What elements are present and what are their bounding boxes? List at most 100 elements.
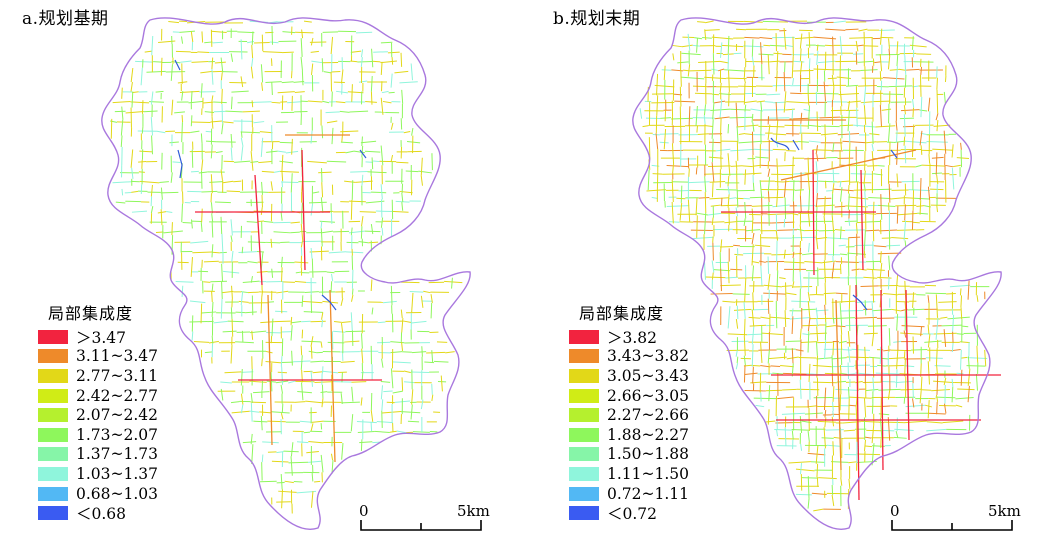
road-segment	[949, 284, 971, 288]
road-segment	[260, 207, 263, 216]
road-segment	[230, 219, 233, 236]
road-segment	[389, 430, 397, 433]
road-segment	[281, 403, 284, 414]
road-segment	[850, 173, 874, 175]
road-segment	[888, 183, 891, 203]
road-segment	[671, 69, 684, 72]
road-segment	[936, 89, 939, 114]
road-segment	[966, 365, 986, 367]
road-segment	[231, 318, 234, 337]
road-segment	[743, 318, 746, 336]
scale-zero-label: 0	[359, 502, 369, 520]
road-segment	[290, 173, 293, 193]
road-segment	[832, 317, 835, 324]
road-segment	[887, 55, 891, 70]
road-segment	[277, 150, 286, 153]
road-segment	[656, 95, 659, 116]
road-segment	[786, 101, 808, 104]
road-segment	[791, 429, 810, 431]
road-segment	[820, 132, 838, 136]
road-segment	[824, 282, 827, 305]
road-segment	[663, 128, 667, 150]
road-segment	[290, 316, 293, 326]
road-segment	[296, 441, 309, 444]
legend-item: 3.43~3.82	[569, 347, 689, 367]
road-segment	[220, 57, 224, 73]
road-segment	[724, 221, 737, 224]
road-segment	[211, 301, 214, 317]
road-segment	[712, 53, 715, 75]
road-segment	[799, 33, 803, 49]
road-segment	[785, 340, 802, 343]
road-segment	[856, 107, 858, 127]
road-segment	[765, 420, 776, 423]
road-segment	[799, 188, 802, 196]
road-segment	[274, 320, 291, 323]
road-segment	[896, 212, 918, 216]
road-segment	[936, 348, 938, 364]
road-segment	[321, 125, 324, 139]
road-segment	[823, 196, 826, 216]
road-segment	[280, 356, 283, 367]
road-segment	[212, 251, 220, 254]
road-segment	[752, 155, 755, 176]
water-feature	[792, 139, 800, 151]
road-segment	[816, 355, 819, 378]
road-segment	[848, 398, 850, 420]
road-segment	[751, 344, 754, 367]
road-segment	[788, 461, 811, 464]
road-segment	[200, 133, 203, 144]
road-segment	[927, 186, 931, 201]
road-segment	[735, 319, 739, 329]
road-segment	[671, 179, 674, 203]
road-segment	[826, 237, 849, 240]
road-segment	[860, 420, 878, 423]
road-segment	[767, 168, 771, 177]
road-segment	[341, 321, 351, 324]
road-segment	[960, 369, 963, 386]
road-segment	[328, 251, 347, 254]
road-segment	[341, 443, 344, 460]
road-segment	[290, 456, 293, 476]
road-segment	[879, 251, 882, 263]
road-segment	[322, 370, 339, 374]
road-segment	[694, 37, 703, 40]
legend-item: 1.88~2.27	[569, 425, 689, 445]
water-feature	[770, 137, 790, 151]
road-segment	[794, 36, 814, 40]
road-segment	[863, 276, 878, 279]
road-network-map-base	[101, 17, 471, 530]
road-segment	[131, 91, 134, 108]
road-segment	[759, 180, 763, 198]
road-segment	[887, 390, 891, 400]
road-segment	[847, 346, 851, 363]
road-segment	[281, 366, 284, 385]
city-boundary-final	[632, 17, 1002, 530]
road-segment	[396, 430, 407, 434]
road-segment	[760, 42, 763, 65]
road-segment	[890, 349, 911, 352]
road-segment	[831, 416, 835, 427]
road-segment	[865, 445, 873, 448]
main-road	[860, 169, 864, 271]
road-segment	[340, 298, 344, 306]
road-segment	[211, 57, 214, 70]
road-segment	[235, 341, 254, 344]
legend-swatch	[569, 329, 599, 344]
road-segment	[357, 431, 375, 433]
road-segment	[915, 164, 922, 168]
road-segment	[743, 77, 746, 84]
road-segment	[687, 64, 691, 77]
road-segment	[680, 185, 683, 203]
city-boundary-base	[101, 17, 471, 530]
road-segment	[170, 172, 173, 183]
road-segment	[904, 302, 907, 311]
road-segment	[734, 253, 744, 256]
road-segment	[677, 61, 689, 64]
road-segment	[783, 180, 787, 198]
road-segment	[249, 330, 267, 334]
map-panel-base-period: a.规划基期 局部集成度 ＞3.47 3.11~3.47 2.77~3.11 2.42…	[0, 0, 530, 552]
road-segment	[834, 205, 846, 208]
road-segment	[420, 295, 424, 308]
road-segment	[733, 308, 752, 311]
